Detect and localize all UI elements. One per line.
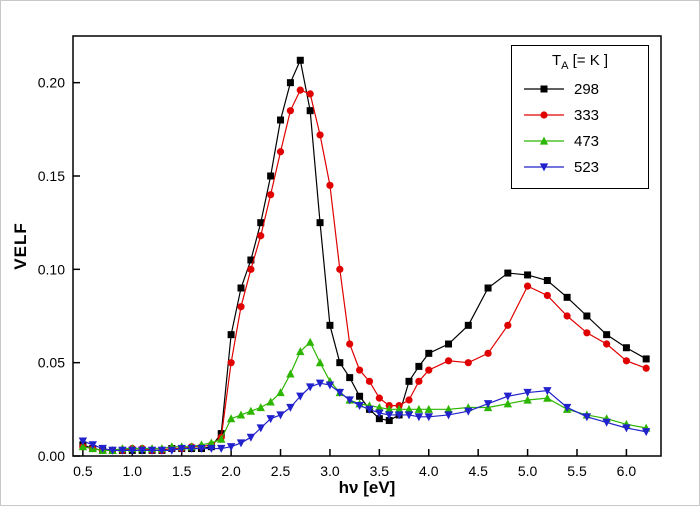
svg-text:0.10: 0.10: [38, 261, 65, 277]
svg-text:2.0: 2.0: [221, 463, 241, 479]
legend-entry-473: 473: [522, 128, 638, 154]
svg-text:0.05: 0.05: [38, 355, 65, 371]
svg-text:5.0: 5.0: [518, 463, 538, 479]
legend-label-523: 523: [574, 158, 600, 176]
y-axis-label: VELF: [11, 222, 30, 270]
legend-label-298: 298: [574, 80, 600, 98]
legend-marker-square-icon: [524, 85, 564, 93]
legend-label-333: 333: [574, 106, 600, 124]
svg-text:3.0: 3.0: [320, 463, 340, 479]
legend-entry-333: 333: [522, 102, 638, 128]
svg-text:4.0: 4.0: [419, 463, 439, 479]
svg-text:1.0: 1.0: [123, 463, 143, 479]
svg-text:3.5: 3.5: [370, 463, 390, 479]
legend-marker-triangle-down-icon: [524, 163, 564, 172]
legend-entry-523: 523: [522, 154, 638, 180]
legend-marker-triangle-up-icon: [524, 136, 564, 145]
svg-text:0.5: 0.5: [73, 463, 93, 479]
svg-text:6.0: 6.0: [617, 463, 637, 479]
svg-text:2.5: 2.5: [271, 463, 291, 479]
x-axis-label: hν [eV]: [338, 478, 396, 497]
svg-text:0.00: 0.00: [38, 448, 65, 464]
legend: TA [= K ] 298 333 473 523: [511, 45, 649, 189]
legend-title-subscript: A: [561, 60, 569, 72]
legend-entry-298: 298: [522, 76, 638, 102]
svg-text:4.5: 4.5: [468, 463, 488, 479]
legend-marker-circle-icon: [524, 111, 564, 119]
legend-title-units: [= K ]: [568, 52, 609, 69]
legend-label-473: 473: [574, 132, 600, 150]
svg-text:0.15: 0.15: [38, 168, 65, 184]
svg-text:0.20: 0.20: [38, 75, 65, 91]
legend-title: TA [= K ]: [522, 52, 638, 72]
svg-text:5.5: 5.5: [567, 463, 587, 479]
legend-title-symbol: T: [551, 52, 562, 69]
svg-text:1.5: 1.5: [172, 463, 192, 479]
